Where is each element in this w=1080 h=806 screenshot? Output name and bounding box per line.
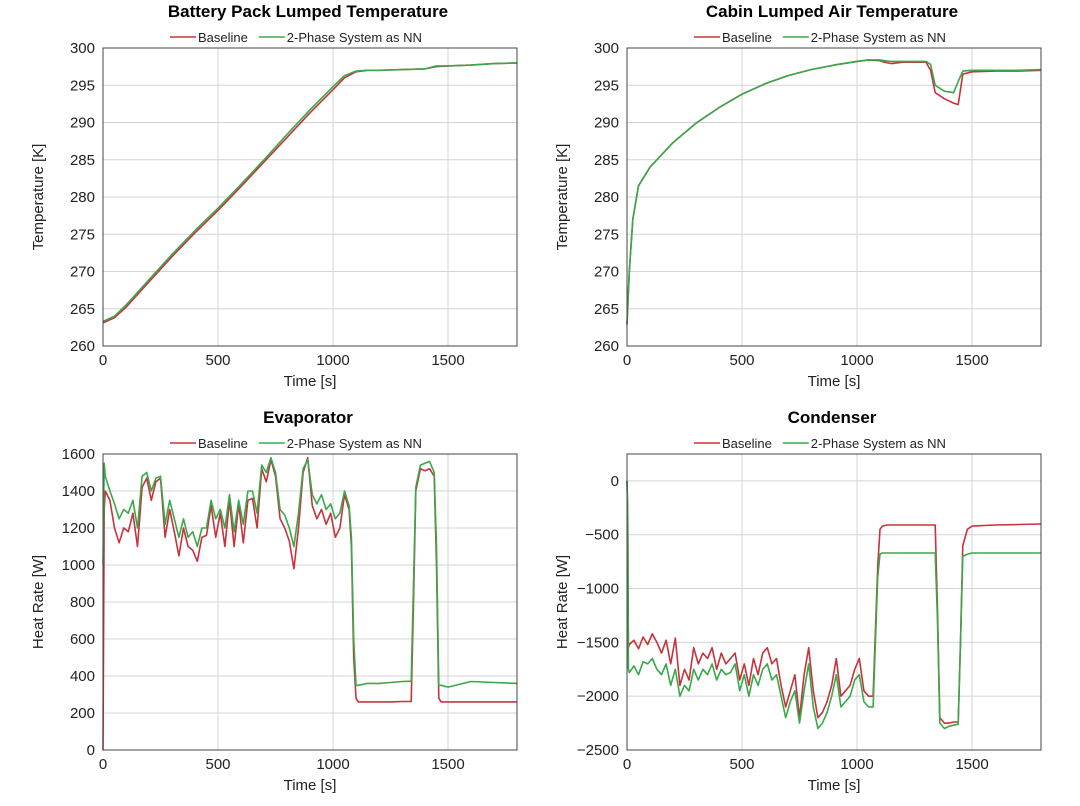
legend-label: Baseline <box>198 30 248 45</box>
y-tick-label: 200 <box>70 705 95 722</box>
y-tick-label: 290 <box>70 115 95 132</box>
series-line-nn <box>102 62 518 323</box>
x-tick-label: 500 <box>205 756 230 773</box>
y-tick-label: 275 <box>594 226 619 243</box>
y-tick-label: 260 <box>594 338 619 355</box>
x-tick-label: 0 <box>623 352 631 369</box>
y-tick-label: 0 <box>87 742 95 759</box>
y-tick-label: 265 <box>594 301 619 318</box>
y-tick-label: 300 <box>70 40 95 57</box>
legend-label: 2-Phase System as NN <box>811 30 946 45</box>
chart-title: Evaporator <box>263 408 353 427</box>
x-axis-label: Time [s] <box>808 373 861 390</box>
y-tick-label: 280 <box>70 189 95 206</box>
x-tick-label: 0 <box>99 352 107 369</box>
x-tick-label: 1000 <box>316 352 349 369</box>
plot-area <box>627 454 1041 750</box>
chart-title: Battery Pack Lumped Temperature <box>168 2 448 21</box>
x-tick-label: 500 <box>205 352 230 369</box>
x-tick-label: 1000 <box>840 352 873 369</box>
y-tick-label: 285 <box>70 152 95 169</box>
legend-label: 2-Phase System as NN <box>287 30 422 45</box>
y-axis-label: Temperature [K] <box>554 144 571 251</box>
y-tick-label: 295 <box>594 77 619 94</box>
x-tick-label: 1500 <box>431 352 464 369</box>
y-tick-label: 1000 <box>62 557 95 574</box>
series-line-nn <box>626 480 1041 730</box>
x-tick-label: 1500 <box>955 756 988 773</box>
y-tick-label: 300 <box>594 40 619 57</box>
y-tick-label: 1400 <box>62 483 95 500</box>
y-tick-label: 270 <box>70 264 95 281</box>
chart-panel-1: 0 500 1000 1500 260 265 270 275 280 285 290 295 300 C… <box>554 2 1042 390</box>
y-tick-label: 400 <box>70 668 95 685</box>
plot-frame <box>102 453 518 751</box>
x-tick-label: 1500 <box>955 352 988 369</box>
series-line-nn <box>626 59 1042 326</box>
x-axis-label: Time [s] <box>808 777 861 794</box>
x-axis-label: Time [s] <box>284 373 337 390</box>
y-tick-label: −2000 <box>577 688 619 705</box>
y-tick-label: 270 <box>594 264 619 281</box>
legend-label: Baseline <box>722 30 772 45</box>
legend-label: 2-Phase System as NN <box>811 436 946 451</box>
y-tick-label: 295 <box>70 77 95 94</box>
x-axis-label: Time [s] <box>284 777 337 794</box>
y-tick-label: 260 <box>70 338 95 355</box>
y-axis-label: Heat Rate [W] <box>554 555 571 649</box>
y-axis-label: Temperature [K] <box>30 144 47 251</box>
x-tick-label: 1000 <box>316 756 349 773</box>
plot-frame <box>102 47 518 347</box>
y-tick-label: −500 <box>585 527 619 544</box>
y-tick-label: 600 <box>70 631 95 648</box>
x-tick-label: 0 <box>623 756 631 773</box>
y-tick-label: −1000 <box>577 581 619 598</box>
y-tick-label: 265 <box>70 301 95 318</box>
y-tick-label: −1500 <box>577 634 619 651</box>
legend-label: Baseline <box>198 436 248 451</box>
x-tick-label: 1000 <box>840 756 873 773</box>
chart-panel-0: 0 500 1000 1500 260 265 270 275 280 285 290 295 300 B… <box>30 2 518 390</box>
series-line-nn <box>102 456 518 688</box>
chart-title: Cabin Lumped Air Temperature <box>706 2 958 21</box>
y-tick-label: 1200 <box>62 520 95 537</box>
y-tick-label: 800 <box>70 594 95 611</box>
legend-label: 2-Phase System as NN <box>287 436 422 451</box>
y-tick-label: 280 <box>594 189 619 206</box>
x-tick-label: 1500 <box>431 756 464 773</box>
y-tick-label: 285 <box>594 152 619 169</box>
chart-panel-2: 0 500 1000 1500 0 200 400 600 800 1000 1200 1400 160… <box>30 408 518 794</box>
plot-frame <box>626 453 1042 751</box>
series-line-baseline <box>102 456 517 751</box>
y-tick-label: 0 <box>611 473 619 490</box>
y-axis-label: Heat Rate [W] <box>30 555 47 649</box>
x-tick-label: 500 <box>729 756 754 773</box>
x-tick-label: 0 <box>99 756 107 773</box>
y-tick-label: 275 <box>70 226 95 243</box>
y-tick-label: 1600 <box>62 446 95 463</box>
y-tick-label: −2500 <box>577 742 619 759</box>
plot-frame <box>626 47 1042 347</box>
chart-title: Condenser <box>788 408 877 427</box>
chart-panel-3: 0 500 1000 1500 −2500 −2000 −1500 −1000 −500 0 Con… <box>554 408 1042 794</box>
x-tick-label: 500 <box>729 352 754 369</box>
legend-label: Baseline <box>722 436 772 451</box>
y-tick-label: 290 <box>594 115 619 132</box>
